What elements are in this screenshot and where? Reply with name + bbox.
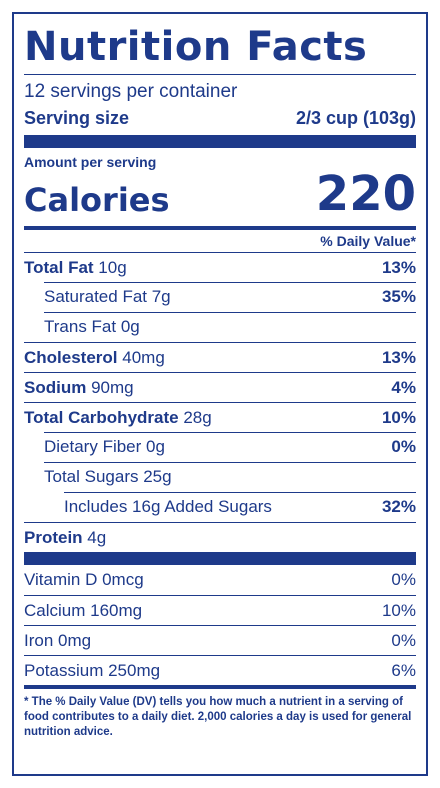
divider [24, 74, 416, 75]
vitamin-name: Iron 0mg [24, 630, 92, 650]
nutrient-dv: 13% [381, 347, 416, 367]
vitamin-dv: 0% [391, 570, 416, 589]
nutrient-row-dietary-fiber: Dietary Fiber 0g 0% [24, 432, 416, 462]
nutrient-dv: 4% [391, 377, 416, 397]
vitamin-row-calcium: Calcium 160mg 10% [24, 595, 416, 625]
nutrient-dv: 35% [381, 287, 416, 306]
nutrient-row-sodium: Sodium 90mg 4% [24, 372, 416, 402]
vitamin-dv: 6% [391, 660, 416, 680]
vitamin-name: Vitamin D 0mcg [24, 570, 144, 589]
servings-per-container: 12 servings per container [24, 81, 238, 102]
serving-size-value: 2/3 cup (103g) [295, 108, 416, 128]
nutrient-amount: 90mg [86, 377, 134, 397]
nutrient-row-trans-fat: Trans Fat 0g [24, 312, 416, 342]
medium-divider [24, 685, 416, 689]
nutrient-name: Protein [24, 527, 83, 547]
thick-divider [24, 552, 416, 565]
medium-divider [24, 226, 416, 230]
nutrient-row-saturated-fat: Saturated Fat 7g 35% [24, 282, 416, 312]
nutrient-name: Trans Fat 0g [44, 317, 140, 336]
daily-value-header: % Daily Value* [320, 233, 416, 249]
nutrient-dv: 13% [381, 257, 416, 277]
vitamin-row-iron: Iron 0mg 0% [24, 625, 416, 655]
vitamin-name: Calcium 160mg [24, 600, 143, 620]
thick-divider [24, 135, 416, 148]
vitamin-row-vitamin-d: Vitamin D 0mcg 0% [24, 565, 416, 595]
nutrient-row-total-fat: Total Fat 10g 13% [24, 252, 416, 282]
serving-size-row: Serving size 2/3 cup (103g) [24, 105, 416, 131]
nutrient-name: Includes 16g Added Sugars [64, 497, 272, 516]
serving-size-label: Serving size [24, 108, 130, 128]
nutrient-dv: 0% [391, 437, 416, 456]
nutrient-amount: 28g [178, 407, 212, 427]
nutrient-name: Saturated Fat 7g [44, 287, 171, 306]
vitamin-dv: 0% [391, 630, 416, 650]
amount-per-serving: Amount per serving [24, 154, 157, 170]
nutrient-amount: 4g [82, 527, 107, 547]
vitamin-dv: 10% [381, 600, 416, 620]
calories-value: 220 [315, 166, 416, 222]
nutrient-amount: 10g [93, 257, 127, 277]
nutrient-name: Total Sugars 25g [44, 467, 172, 486]
vitamin-name: Potassium 250mg [24, 660, 161, 680]
label-title: Nutrition Facts [24, 24, 368, 70]
nutrient-row-total-sugars: Total Sugars 25g [24, 462, 416, 492]
nutrient-name: Sodium [24, 377, 87, 397]
nutrient-row-cholesterol: Cholesterol 40mg 13% [24, 342, 416, 372]
nutrient-dv: 10% [381, 407, 416, 427]
nutrient-name: Dietary Fiber 0g [44, 437, 165, 456]
calories-label: Calories [24, 181, 170, 219]
nutrient-name: Total Carbohydrate [24, 407, 179, 427]
nutrient-name: Total Fat [24, 257, 94, 277]
nutrition-label: Nutrition Facts 12 servings per containe… [12, 12, 428, 776]
nutrient-dv: 32% [381, 497, 416, 516]
nutrient-row-added-sugars: Includes 16g Added Sugars 32% [24, 492, 416, 522]
nutrient-row-total-carbohydrate: Total Carbohydrate 28g 10% [24, 402, 416, 432]
vitamin-row-potassium: Potassium 250mg 6% [24, 655, 416, 685]
calories-row: Calories 220 [24, 168, 416, 220]
footnote: * The % Daily Value (DV) tells you how m… [24, 696, 412, 738]
nutrient-amount: 40mg [117, 347, 165, 367]
nutrient-row-protein: Protein 4g [24, 522, 416, 552]
nutrient-name: Cholesterol [24, 347, 118, 367]
